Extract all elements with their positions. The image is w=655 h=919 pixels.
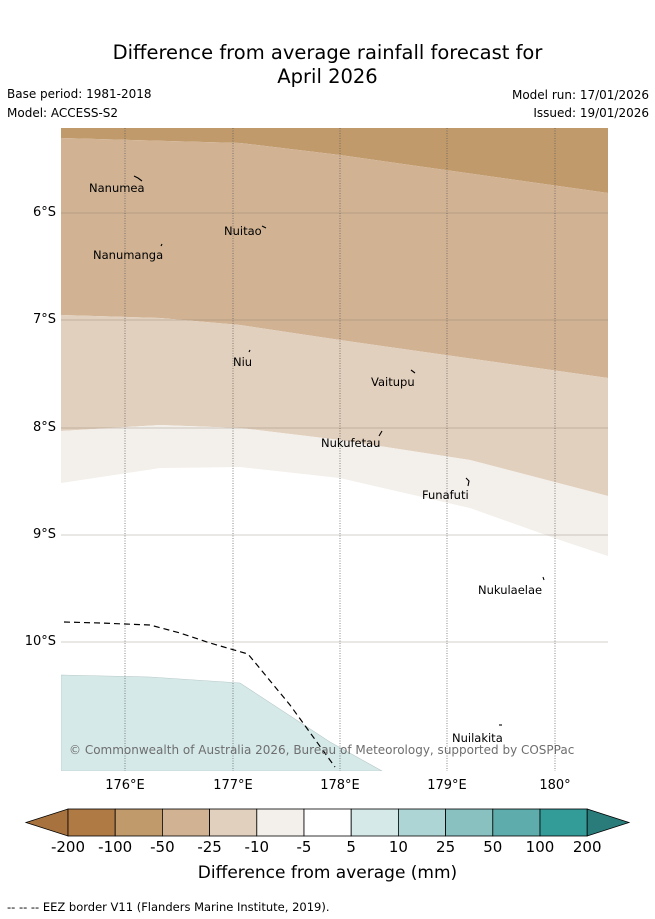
colorbar-tick-label: -5 — [296, 838, 312, 856]
colorbar-swatch — [445, 808, 494, 837]
colorbar-swatch — [67, 808, 116, 837]
colorbar-tick-label: 100 — [525, 838, 555, 856]
model-name: Model: ACCESS-S2 — [7, 106, 119, 120]
region-5-10 — [61, 674, 383, 771]
model-run: Model run: 17/01/2026 — [511, 88, 649, 102]
chart-title-line1: Difference from average rainfall forecas… — [112, 41, 543, 64]
colorbar-swatch — [114, 808, 163, 837]
lat-gridlines — [61, 212, 608, 643]
island-shape-nuitao — [261, 225, 267, 229]
island-label: Nuilakita — [452, 731, 503, 745]
island-label: Nanumanga — [93, 248, 164, 262]
island-shape-niu — [248, 349, 251, 353]
colorbar-tick-label: 50 — [483, 838, 503, 856]
colorbar-tick-label: 10 — [388, 838, 408, 856]
region-minus100-minus50 — [61, 128, 608, 193]
island-label: Nuitao — [224, 224, 262, 238]
colorbar-swatch — [256, 808, 305, 837]
colorbar-tick-label: -50 — [150, 838, 175, 856]
island-shapes — [133, 175, 545, 726]
colorbar-title: Difference from average (mm) — [197, 863, 458, 883]
lat-label: 9°S — [32, 527, 56, 542]
chart-title-line2: April 2026 — [277, 65, 378, 88]
colorbar-swatch — [303, 808, 352, 837]
colorbar-swatch — [161, 808, 210, 837]
island-label: Funafuti — [422, 488, 469, 502]
colorbar-swatch — [209, 808, 258, 837]
island-label: Nukulaelae — [478, 583, 543, 597]
island-shape-nukulaelae — [542, 576, 545, 581]
lat-label: 7°S — [32, 312, 56, 327]
island-shape-nanumea — [133, 175, 143, 182]
region-minus25-minus10 — [61, 315, 608, 496]
colorbar-tick-label: 25 — [436, 838, 456, 856]
colorbar-tick-label: -100 — [98, 838, 133, 856]
lon-label: 180° — [539, 778, 571, 793]
colorbar-swatch — [539, 808, 588, 837]
colorbar-extend-high — [586, 808, 631, 837]
lon-label: 179°E — [427, 778, 467, 793]
base-period: Base period: 1981-2018 — [7, 87, 152, 101]
colorbar-tick-label: -25 — [197, 838, 222, 856]
copyright-text: © Commonwealth of Australia 2026, Bureau… — [69, 743, 575, 757]
island-shape-nanumanga — [160, 243, 163, 247]
lon-label: 177°E — [213, 778, 253, 793]
lon-gridlines — [124, 128, 556, 771]
colorbar-tick-label: -200 — [50, 838, 86, 856]
lon-label: 176°E — [105, 778, 145, 793]
colorbar-swatch — [492, 808, 541, 837]
lat-label: 10°S — [24, 634, 56, 649]
lat-label: 6°S — [32, 205, 56, 220]
colorbar-tick-label: 5 — [346, 838, 356, 856]
issued-date: Issued: 19/01/2026 — [533, 106, 649, 120]
lon-label: 178°E — [320, 778, 360, 793]
colorbar-tick-label: -10 — [244, 838, 270, 856]
island-label: Nanumea — [89, 181, 145, 195]
island-shape-funafuti — [465, 477, 470, 487]
island-label: Niu — [233, 355, 253, 369]
colorbar-tick-label: 200 — [572, 838, 602, 856]
colorbar-extend-low — [24, 808, 69, 837]
colorbar-swatch — [397, 808, 446, 837]
island-label: Nukufetau — [321, 436, 381, 450]
region-minus50-minus25 — [61, 138, 608, 378]
island-label: Vaitupu — [371, 375, 415, 389]
colorbar-swatch — [350, 808, 399, 837]
region-minus10-minus5 — [61, 425, 608, 556]
lat-label: 8°S — [32, 420, 56, 435]
island-shape-vaitupu — [410, 369, 416, 374]
eez-border — [63, 621, 336, 768]
eez-legend: -- -- -- EEZ border V11 (Flanders Marine… — [7, 900, 330, 914]
island-shape-nukufetau — [378, 430, 383, 437]
